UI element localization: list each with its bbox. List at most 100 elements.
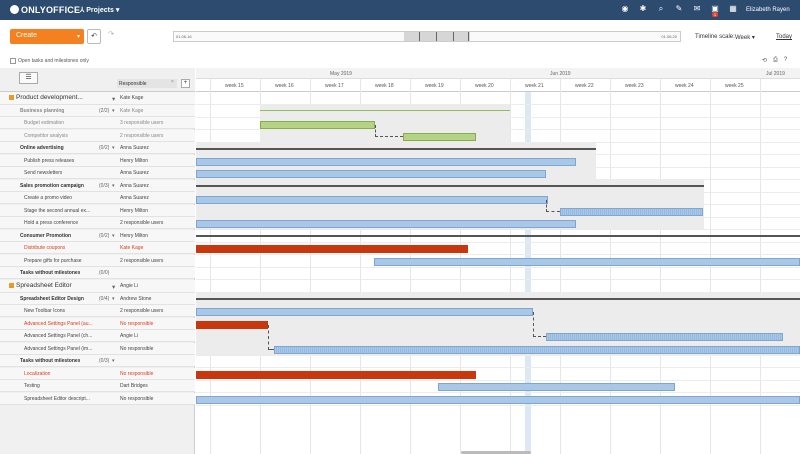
project-row[interactable]: Spreadsheet Editor ▾ Angie Li [0, 280, 195, 293]
task-bar[interactable] [274, 346, 800, 354]
milestone-row[interactable]: Sales promotion campaign (0/3) ▾ Anna Suare… [0, 180, 195, 192]
task-row[interactable]: Create a promo video Anna Suarez [0, 192, 195, 204]
timeline-scale-value: Week [735, 35, 750, 41]
task-row[interactable]: Prepare gifts for purchase 2 responsible … [0, 255, 195, 267]
task-row[interactable]: Localization No responsible [0, 368, 195, 380]
today-button[interactable]: Today [776, 34, 792, 40]
remove-column-icon[interactable]: × [171, 79, 174, 85]
task-bar[interactable] [196, 220, 576, 228]
timeline-overview[interactable]: 01.06.16 01.06.20 [173, 31, 681, 42]
chevron-down-icon[interactable]: ▾ [112, 145, 115, 151]
undo-button[interactable]: ↶ [87, 29, 101, 44]
row-name: Spreadsheet Editor Design [20, 296, 84, 302]
task-bar[interactable] [196, 158, 576, 166]
print-icon[interactable]: ⎙ [773, 57, 778, 64]
task-bar[interactable] [196, 396, 800, 404]
row-responsible[interactable]: Anna Suarez [120, 195, 149, 201]
task-bar[interactable] [260, 121, 375, 129]
gantt-chart[interactable]: May 2019 Jun 2019 Jul 2019 week 15 week 1… [196, 68, 800, 454]
task-bar[interactable] [196, 170, 546, 178]
chevron-down-icon[interactable]: ▾ [112, 108, 115, 114]
task-bar[interactable] [438, 383, 675, 391]
menu-icon[interactable]: ☰ [19, 72, 38, 84]
add-column-button[interactable]: + [181, 79, 190, 88]
overdue-task-bar[interactable] [196, 245, 468, 253]
row-responsible[interactable]: Kate Kage [120, 245, 143, 251]
row-responsible[interactable]: Henry Milton [120, 208, 148, 214]
task-row[interactable]: Budget estimation 3 responsible users [0, 117, 195, 129]
overdue-task-bar[interactable] [196, 371, 476, 379]
row-responsible[interactable]: Angie Li [120, 333, 138, 339]
row-responsible[interactable]: Anna Suarez [120, 145, 149, 151]
milestone-row[interactable]: Online advertising (0/2) ▾ Anna Suarez [0, 142, 195, 154]
help-icon[interactable]: ◉ [620, 4, 630, 14]
mail-icon[interactable]: ✉ [692, 4, 702, 14]
redo-button[interactable]: ↷ [104, 30, 118, 44]
task-bar[interactable] [403, 133, 476, 141]
milestone-row[interactable]: Tasks without milestones (0/0) [0, 267, 195, 279]
task-row[interactable]: Advanced Settings Panel (im... No respons… [0, 343, 195, 355]
task-row[interactable]: Send newsletters Anna Suarez [0, 167, 195, 179]
row-responsible[interactable]: Kate Kage [120, 108, 143, 114]
search-icon[interactable]: ⌕ [656, 4, 666, 14]
settings-icon[interactable]: ✱ [638, 4, 648, 14]
task-bar[interactable] [374, 258, 800, 266]
row-responsible[interactable]: 2 responsible users [120, 220, 163, 226]
milestone-row[interactable]: Business planning (2/2) ▾ Kate Kage [0, 105, 195, 117]
task-row[interactable]: Stage the second annual ex... Henry Milto… [0, 205, 195, 217]
timeline-scale-select[interactable]: Week ▾ [735, 34, 755, 41]
row-responsible[interactable]: Dart Bridges [120, 383, 148, 389]
row-responsible[interactable]: No responsible [120, 346, 153, 352]
overdue-task-bar[interactable] [196, 321, 268, 329]
task-row[interactable]: Advanced Settings Panel (au... No respons… [0, 318, 195, 330]
feed-icon[interactable]: ✎ [674, 4, 684, 14]
row-responsible[interactable]: 2 responsible users [120, 308, 163, 314]
row-responsible[interactable]: No responsible [120, 371, 153, 377]
row-responsible[interactable]: 2 responsible users [120, 133, 163, 139]
help-icon[interactable]: ? [784, 57, 787, 64]
row-responsible[interactable]: No responsible [120, 321, 153, 327]
row-responsible[interactable]: Angie Li [120, 283, 138, 289]
row-responsible[interactable]: No responsible [120, 396, 153, 402]
task-bar[interactable] [196, 308, 533, 316]
task-row[interactable]: Advanced Settings Panel (ch... Angie Li [0, 330, 195, 342]
row-responsible[interactable]: Henry Milton [120, 233, 148, 239]
row-responsible[interactable]: Anna Suarez [120, 183, 149, 189]
task-row[interactable]: Hold a press conference 2 responsible use… [0, 217, 195, 229]
row-responsible[interactable]: 3 responsible users [120, 120, 163, 126]
module-switcher[interactable]: ⅄ Projects ▾ [80, 6, 119, 14]
row-responsible[interactable]: Anna Suarez [120, 170, 149, 176]
task-bar[interactable] [560, 208, 703, 216]
row-responsible[interactable]: 2 responsible users [120, 258, 163, 264]
chevron-down-icon[interactable]: ▾ [112, 95, 115, 103]
timeline-window-handle[interactable] [404, 32, 470, 41]
row-responsible[interactable]: Andrew Stone [120, 296, 151, 302]
task-row[interactable]: Distribute coupons Kate Kage [0, 242, 195, 254]
refresh-icon[interactable]: ⟲ [762, 57, 767, 64]
open-only-checkbox[interactable] [10, 58, 16, 64]
create-button[interactable]: Create ▾ [10, 29, 84, 44]
milestone-row[interactable]: Tasks without milestones (0/3) ▾ [0, 355, 195, 367]
responsible-column-header[interactable]: Responsible [117, 79, 177, 88]
calendar-icon[interactable]: ▦ [728, 4, 738, 14]
task-row[interactable]: Publish press releases Henry Milton [0, 155, 195, 167]
chevron-down-icon[interactable]: ▾ [112, 358, 115, 364]
task-row[interactable]: Competitor analysis 2 responsible users [0, 130, 195, 142]
user-menu[interactable]: Elizabeth Rayen [746, 7, 790, 13]
row-responsible[interactable]: Kate Kage [120, 95, 143, 101]
project-row[interactable]: Product development... ▾ Kate Kage [0, 92, 195, 105]
task-row[interactable]: Spreadsheet Editor descript... No respons… [0, 393, 195, 405]
milestone-line [196, 235, 800, 237]
onlyoffice-logo[interactable]: ONLYOFFICE [10, 5, 80, 15]
task-bar[interactable] [546, 333, 783, 341]
chevron-down-icon[interactable]: ▾ [112, 283, 115, 291]
milestone-row[interactable]: Spreadsheet Editor Design (0/4) ▾ Andrew St… [0, 293, 195, 305]
task-row[interactable]: New Toolbar Icons 2 responsible users [0, 305, 195, 317]
task-bar[interactable] [196, 196, 548, 204]
task-row[interactable]: Testing Dart Bridges [0, 380, 195, 392]
milestone-row[interactable]: Consumer Promotion (0/2) ▾ Henry Milton [0, 230, 195, 242]
row-responsible[interactable]: Henry Milton [120, 158, 148, 164]
chevron-down-icon[interactable]: ▾ [112, 296, 115, 302]
chevron-down-icon[interactable]: ▾ [112, 233, 115, 239]
chevron-down-icon[interactable]: ▾ [112, 183, 115, 189]
